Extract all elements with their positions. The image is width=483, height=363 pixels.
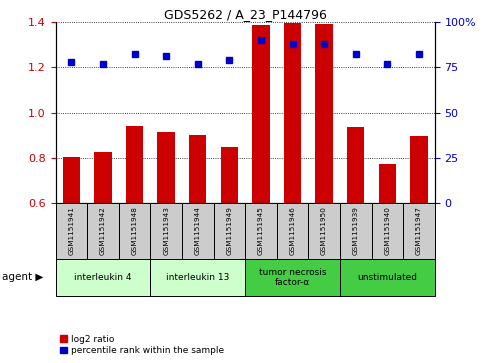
Text: agent ▶: agent ▶ (2, 272, 44, 282)
Text: GSM1151940: GSM1151940 (384, 207, 390, 256)
Text: GSM1151944: GSM1151944 (195, 207, 201, 256)
FancyBboxPatch shape (371, 203, 403, 259)
Text: interleukin 4: interleukin 4 (74, 273, 132, 282)
Text: GSM1151941: GSM1151941 (68, 207, 74, 256)
FancyBboxPatch shape (56, 203, 87, 259)
FancyBboxPatch shape (56, 259, 150, 296)
Text: GSM1151949: GSM1151949 (227, 207, 232, 256)
Bar (252, 25, 270, 203)
FancyBboxPatch shape (403, 203, 435, 259)
Bar (94, 152, 112, 203)
Legend: log2 ratio, percentile rank within the sample: log2 ratio, percentile rank within the s… (60, 335, 224, 355)
Bar (157, 132, 175, 203)
FancyBboxPatch shape (277, 203, 308, 259)
Title: GDS5262 / A_23_P144796: GDS5262 / A_23_P144796 (164, 8, 327, 21)
FancyBboxPatch shape (308, 203, 340, 259)
FancyBboxPatch shape (340, 203, 371, 259)
Text: GSM1151946: GSM1151946 (289, 207, 296, 256)
Text: GSM1151945: GSM1151945 (258, 207, 264, 256)
Text: GSM1151943: GSM1151943 (163, 207, 169, 256)
Text: GSM1151939: GSM1151939 (353, 207, 359, 256)
Bar (63, 157, 80, 203)
Bar (379, 164, 396, 203)
Bar (221, 147, 238, 203)
Text: GSM1151942: GSM1151942 (100, 207, 106, 256)
FancyBboxPatch shape (213, 203, 245, 259)
FancyBboxPatch shape (150, 203, 182, 259)
FancyBboxPatch shape (150, 259, 245, 296)
FancyBboxPatch shape (340, 259, 435, 296)
FancyBboxPatch shape (245, 203, 277, 259)
Text: interleukin 13: interleukin 13 (166, 273, 229, 282)
FancyBboxPatch shape (119, 203, 150, 259)
Bar (347, 127, 364, 203)
Bar (315, 24, 333, 203)
Text: GSM1151948: GSM1151948 (131, 207, 138, 256)
Text: GSM1151947: GSM1151947 (416, 207, 422, 256)
FancyBboxPatch shape (87, 203, 119, 259)
Bar (284, 23, 301, 203)
Text: GSM1151950: GSM1151950 (321, 207, 327, 256)
Bar (410, 136, 427, 203)
Bar (126, 126, 143, 203)
FancyBboxPatch shape (182, 203, 213, 259)
Text: unstimulated: unstimulated (357, 273, 417, 282)
FancyBboxPatch shape (245, 259, 340, 296)
Text: tumor necrosis
factor-α: tumor necrosis factor-α (259, 268, 327, 287)
Bar (189, 135, 206, 203)
